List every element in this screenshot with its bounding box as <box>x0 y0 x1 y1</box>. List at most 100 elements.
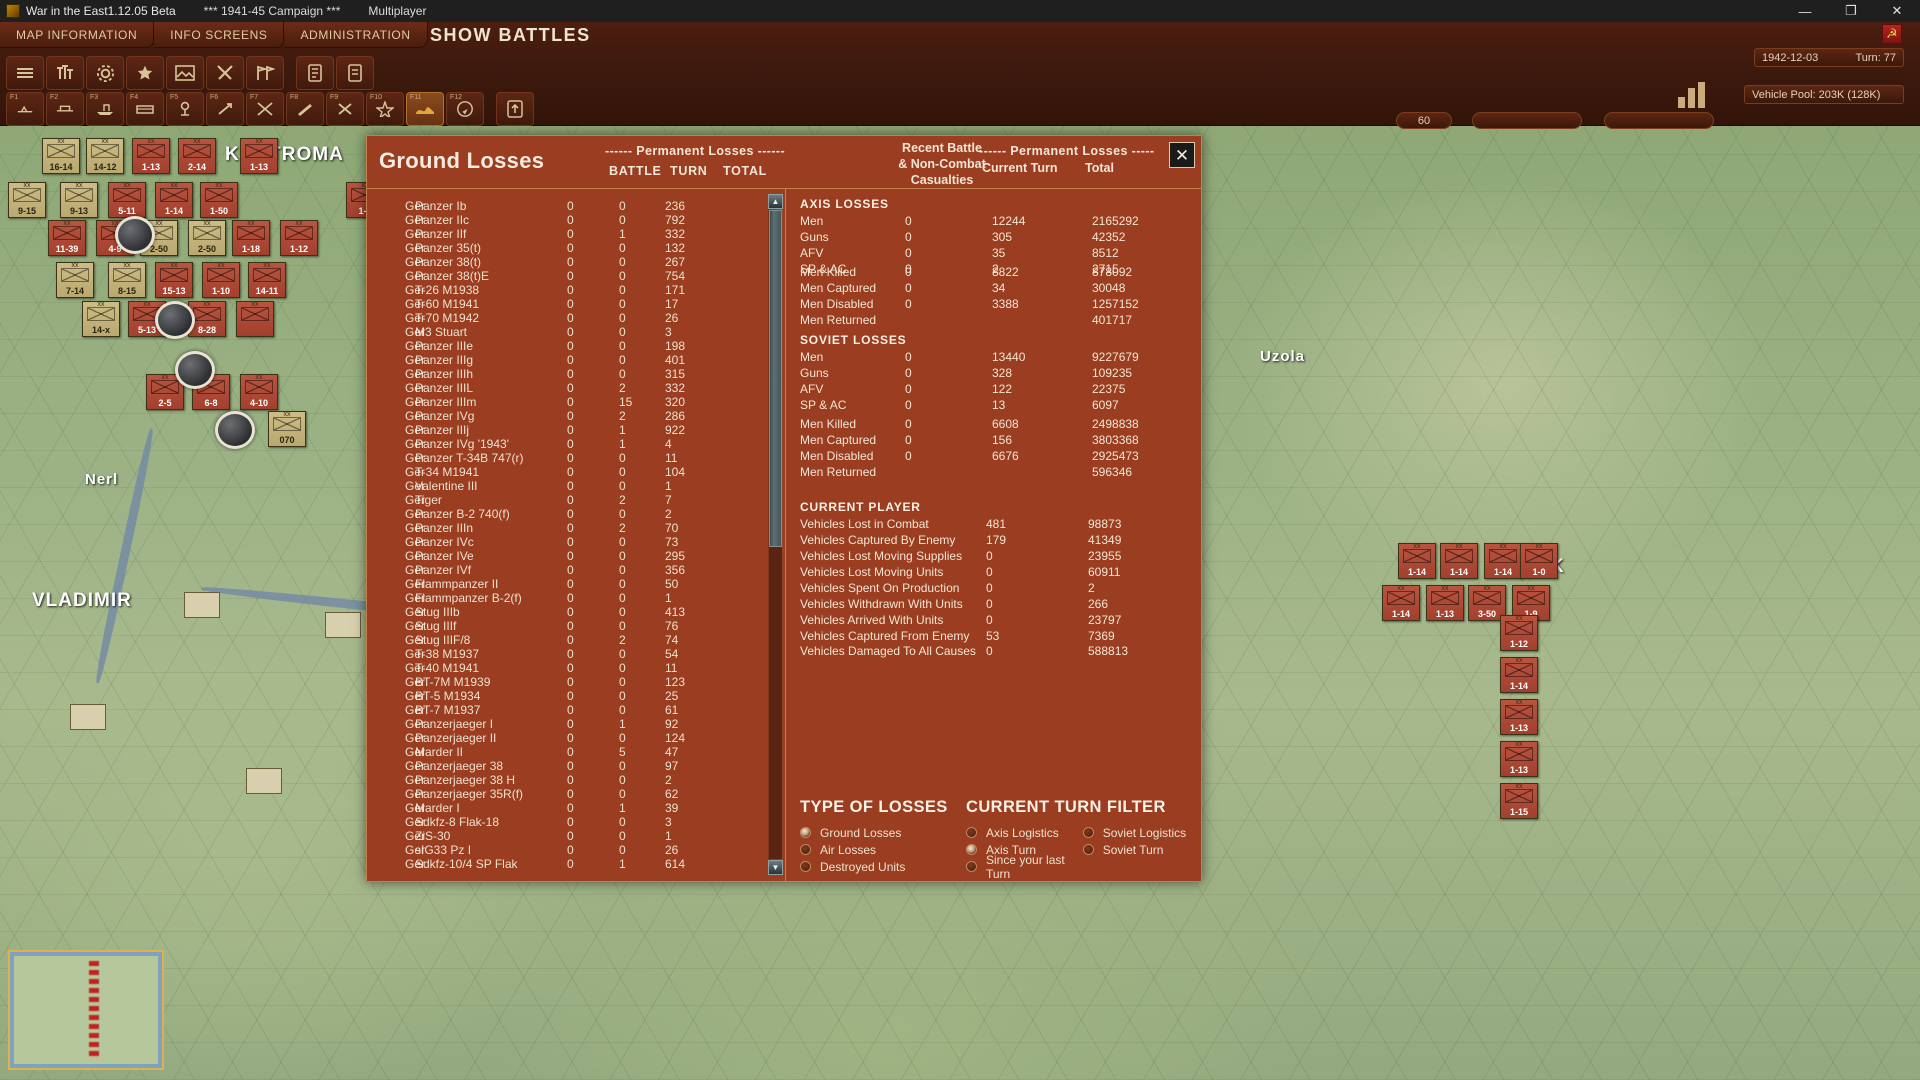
map-unit-counter[interactable]: xx 1-14 <box>1440 543 1478 579</box>
table-row[interactable]: Ger T-40 M1941 0 0 11 <box>367 661 767 675</box>
table-row[interactable]: Ger Panzer T-34B 747(r) 0 0 11 <box>367 451 767 465</box>
toolbar-row-fkeys[interactable]: F1 F2 F3 F4 F5 F6 F7 F8 F9 F10 F11 F12 <box>6 92 534 126</box>
table-row[interactable]: Ger Panzerjaeger II 0 0 124 <box>367 731 767 745</box>
map-unit-counter[interactable]: xx 14-11 <box>248 262 286 298</box>
table-row[interactable]: Ger Panzer IIIm 0 15 320 <box>367 395 767 409</box>
map-unit-counter[interactable]: xx 1-14 <box>1500 657 1538 693</box>
table-row[interactable]: Ger Panzer IIIj 0 1 922 <box>367 423 767 437</box>
close-icon[interactable]: ✕ <box>1169 142 1195 168</box>
table-row[interactable]: Ger Panzer 38(t)E 0 0 754 <box>367 269 767 283</box>
units-icon[interactable] <box>46 56 84 90</box>
table-row[interactable]: Ger Flammpanzer B-2(f) 0 0 1 <box>367 591 767 605</box>
radio-dot-icon[interactable] <box>966 861 977 872</box>
map-unit-counter[interactable]: xx 1-10 <box>202 262 240 298</box>
radio-dot-icon[interactable] <box>800 827 811 838</box>
radio-dot-icon[interactable] <box>966 844 977 855</box>
table-row[interactable]: Ger Sdkfz-8 Flak-18 0 0 3 <box>367 815 767 829</box>
type-of-losses-option[interactable]: Air Losses <box>800 841 970 858</box>
radio-dot-icon[interactable] <box>966 827 977 838</box>
map-unit-counter[interactable]: xx 9-15 <box>8 182 46 218</box>
table-row[interactable]: Ger Panzer 38(t) 0 0 267 <box>367 255 767 269</box>
losses-scrollbar[interactable]: ▲ ▼ <box>768 194 783 875</box>
table-row[interactable]: Ger Tiger 0 2 7 <box>367 493 767 507</box>
table-row[interactable]: Ger Panzer IIIe 0 0 198 <box>367 339 767 353</box>
map-unit-counter[interactable]: xx 1-12 <box>280 220 318 256</box>
fkey-f3-icon[interactable]: F3 <box>86 92 124 126</box>
map-unit-counter[interactable]: xx 8-15 <box>108 262 146 298</box>
map-unit-counter[interactable]: xx 9-13 <box>60 182 98 218</box>
table-row[interactable]: Ger Panzerjaeger 38 H 0 0 2 <box>367 773 767 787</box>
fkey-f5-icon[interactable]: F5 <box>166 92 204 126</box>
city-marker-1[interactable] <box>184 592 220 618</box>
city-marker-2[interactable] <box>325 612 361 638</box>
type-of-losses-option[interactable]: Destroyed Units <box>800 858 970 875</box>
map-unit-counter[interactable]: xx 1-13 <box>240 138 278 174</box>
scroll-down-icon[interactable]: ▼ <box>768 860 783 875</box>
fkey-f6-icon[interactable]: F6 <box>206 92 244 126</box>
table-row[interactable]: Ger Stug IIIf 0 0 76 <box>367 619 767 633</box>
current-turn-filter-option[interactable]: Axis Logistics <box>966 824 1083 841</box>
map-unit-counter[interactable]: xx 1-14 <box>1484 543 1522 579</box>
table-row[interactable]: Ger Panzer IVg 0 2 286 <box>367 409 767 423</box>
map-unit-counter[interactable]: xx 1-15 <box>1500 783 1538 819</box>
unit-marker-armor-1[interactable] <box>115 216 155 254</box>
table-row[interactable]: Ger BT-7 M1937 0 0 61 <box>367 703 767 717</box>
map-unit-counter[interactable]: xx 2-50 <box>188 220 226 256</box>
minimize-icon[interactable]: — <box>1782 0 1828 22</box>
flags-icon[interactable] <box>246 56 284 90</box>
unit-marker-armor-3[interactable] <box>175 351 215 389</box>
radio-dot-icon[interactable] <box>800 861 811 872</box>
map-unit-counter[interactable]: xx 16-14 <box>42 138 80 174</box>
table-row[interactable]: Ger Panzer IIIL 0 2 332 <box>367 381 767 395</box>
map-unit-counter[interactable]: xx 2-5 <box>146 374 184 410</box>
minimap[interactable] <box>8 950 164 1070</box>
map-unit-counter[interactable]: xx 11-39 <box>48 220 86 256</box>
layers-icon[interactable] <box>6 56 44 90</box>
table-row[interactable]: Ger Flammpanzer II 0 0 50 <box>367 577 767 591</box>
table-row[interactable]: Ger Sdkfz-10/4 SP Flak 0 1 614 <box>367 857 767 871</box>
unit-marker-armor-4[interactable] <box>215 411 255 449</box>
map-unit-counter[interactable]: xx 1-12 <box>1500 615 1538 651</box>
tab-map-information[interactable]: MAP INFORMATION <box>0 22 155 48</box>
map-unit-counter[interactable]: xx 3-50 <box>1468 585 1506 621</box>
table-row[interactable]: Ger Stug IIIF/8 0 2 74 <box>367 633 767 647</box>
map-unit-counter[interactable]: xx 1-13 <box>1500 699 1538 735</box>
current-turn-filter-option[interactable]: Axis Turn <box>966 841 1083 858</box>
table-row[interactable]: Ger Marder II 0 5 47 <box>367 745 767 759</box>
table-row[interactable]: Ger Panzer IIc 0 0 792 <box>367 213 767 227</box>
map-unit-counter[interactable]: xx 1-0 <box>1520 543 1558 579</box>
table-row[interactable]: Ger Panzer IIIg 0 0 401 <box>367 353 767 367</box>
progress-pill-a[interactable] <box>1472 112 1582 129</box>
map-unit-counter[interactable]: xx 5-11 <box>108 182 146 218</box>
table-row[interactable]: Ger T-26 M1938 0 0 171 <box>367 283 767 297</box>
maximize-icon[interactable]: ❐ <box>1828 0 1874 22</box>
table-row[interactable]: Ger sIG33 Pz I 0 0 26 <box>367 843 767 857</box>
table-row[interactable]: Ger Valentine III 0 0 1 <box>367 479 767 493</box>
table-row[interactable]: Ger BT-5 M1934 0 0 25 <box>367 689 767 703</box>
table-row[interactable]: Ger Marder I 0 1 39 <box>367 801 767 815</box>
fkey-f9-icon[interactable]: F9 <box>326 92 364 126</box>
table-row[interactable]: Ger Panzer IVf 0 0 356 <box>367 563 767 577</box>
fkey-f2-icon[interactable]: F2 <box>46 92 84 126</box>
current-turn-filter-option[interactable]: Soviet Turn <box>1082 841 1195 858</box>
map-unit-counter[interactable]: xx 14-12 <box>86 138 124 174</box>
table-row[interactable]: Ger T-34 M1941 0 0 104 <box>367 465 767 479</box>
table-row[interactable]: Ger Panzer IVe 0 0 295 <box>367 549 767 563</box>
statistics-chart-icon[interactable] <box>1678 80 1712 108</box>
map-unit-counter[interactable]: xx 1-14 <box>155 182 193 218</box>
losses-list-pane[interactable]: Ger Panzer Ib 0 0 236 Ger Panzer IIc 0 0 792 Ger Pa… <box>367 189 786 881</box>
map-unit-counter[interactable]: xx 1-13 <box>1500 741 1538 777</box>
type-of-losses-options[interactable]: Ground Losses Air Losses Destroyed Units <box>800 824 970 875</box>
map-unit-counter[interactable]: xx 15-13 <box>155 262 193 298</box>
tab-info-screens[interactable]: INFO SCREENS <box>154 22 285 48</box>
table-row[interactable]: Ger Panzer B-2 740(f) 0 0 2 <box>367 507 767 521</box>
fkey-f4-icon[interactable]: F4 <box>126 92 164 126</box>
scrollbar-thumb[interactable] <box>769 210 782 548</box>
table-row[interactable]: Ger Panzer IVg '1943' 0 1 4 <box>367 437 767 451</box>
radio-dot-icon[interactable] <box>1082 827 1094 838</box>
crossed-swords-icon[interactable] <box>206 56 244 90</box>
report-alt-icon[interactable] <box>336 56 374 90</box>
table-row[interactable]: Ger T-60 M1941 0 0 17 <box>367 297 767 311</box>
table-row[interactable]: Ger Panzer IIf 0 1 332 <box>367 227 767 241</box>
map-unit-counter[interactable]: xx 1-14 <box>1382 585 1420 621</box>
